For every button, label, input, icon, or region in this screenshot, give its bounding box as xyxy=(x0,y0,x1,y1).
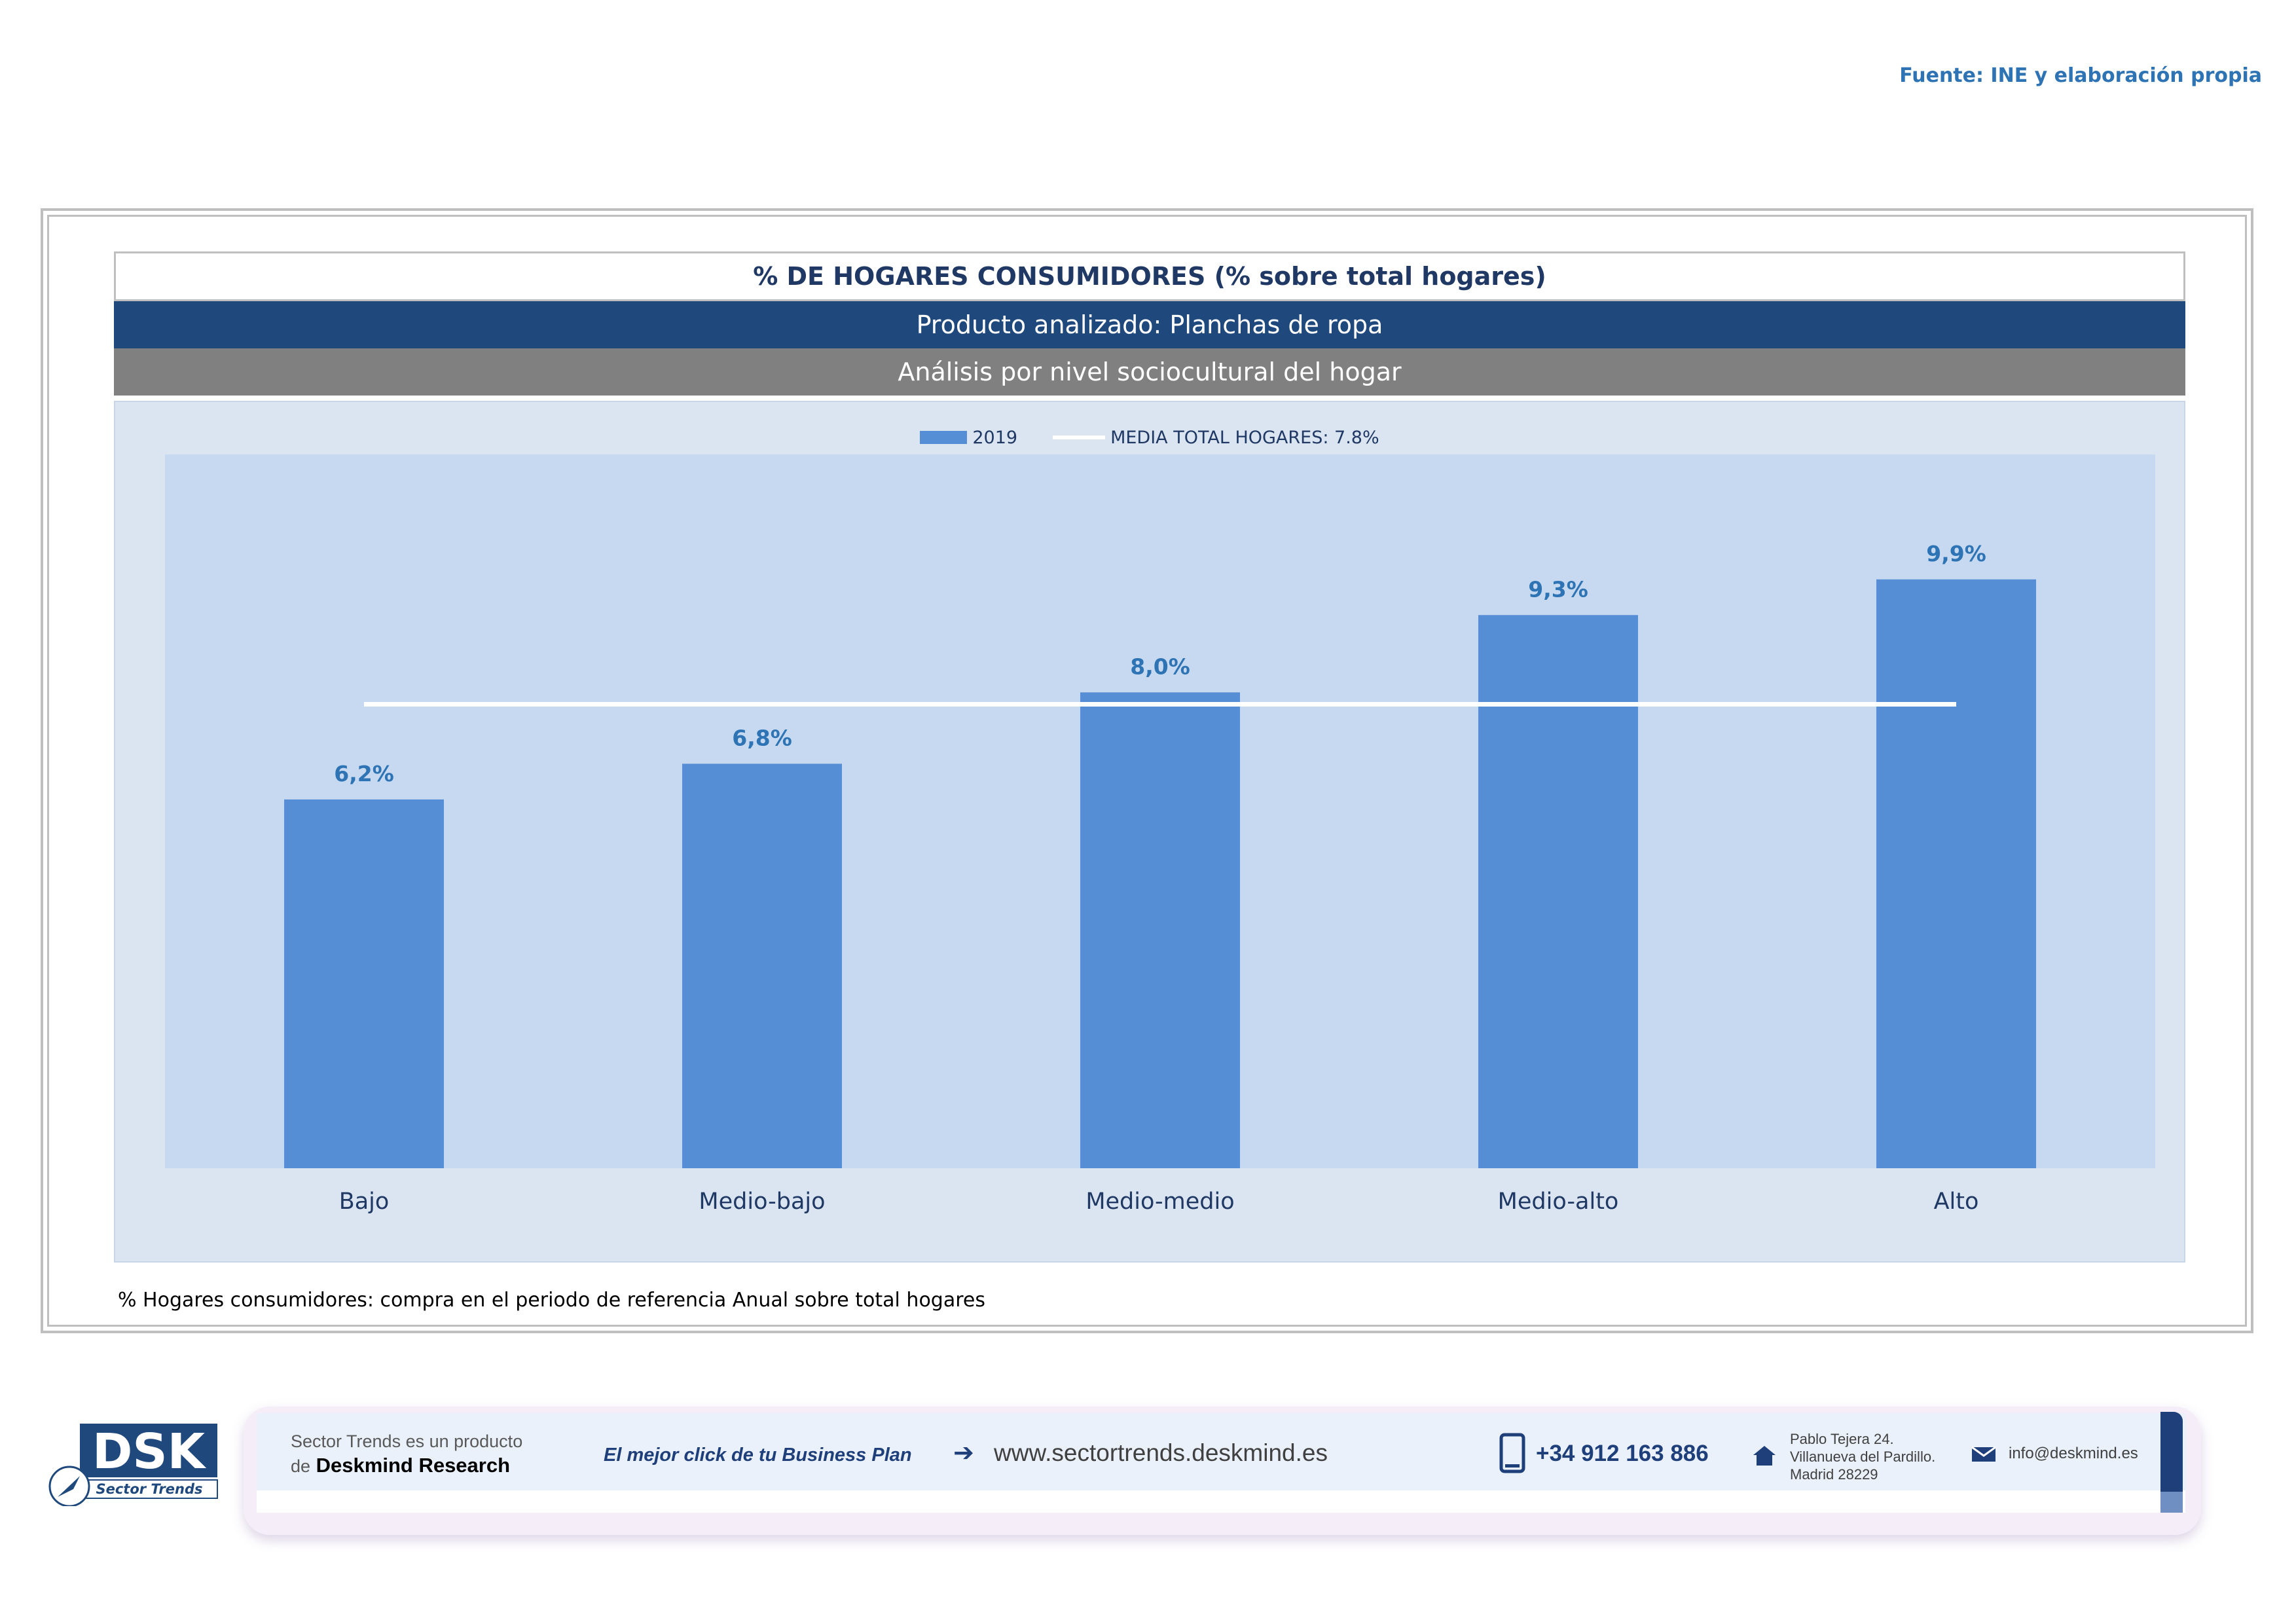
legend-line-label: MEDIA TOTAL HOGARES: 7.8% xyxy=(1110,427,1379,448)
chart-title: % DE HOGARES CONSUMIDORES (% sobre total… xyxy=(114,251,2185,301)
phone-icon xyxy=(1499,1433,1525,1473)
home-icon xyxy=(1753,1446,1776,1466)
data-label-medio-alto: 9,3% xyxy=(1528,576,1588,602)
footer-email[interactable]: info@deskmind.es xyxy=(2009,1445,2138,1462)
report-frame-inner xyxy=(47,215,2247,1327)
bar-bajo xyxy=(284,799,444,1168)
data-label-medio-medio: 8,0% xyxy=(1130,654,1190,679)
x-tick-bajo: Bajo xyxy=(339,1189,390,1215)
footer-phone[interactable]: +34 912 163 886 xyxy=(1536,1441,1709,1466)
svg-text:DSK: DSK xyxy=(92,1424,207,1480)
x-tick-medio-bajo: Medio-bajo xyxy=(699,1189,825,1215)
x-tick-medio-alto: Medio-alto xyxy=(1498,1189,1619,1215)
analysis-band: Análisis por nivel sociocultural del hog… xyxy=(114,348,2185,396)
footnote: % Hogares consumidores: compra en el per… xyxy=(118,1289,985,1312)
data-label-alto: 9,9% xyxy=(1926,541,1986,566)
footer-address-line-2: Villanueva del Pardillo. xyxy=(1790,1449,1936,1465)
x-tick-alto: Alto xyxy=(1934,1189,1979,1215)
footer-address-line-3: Madrid 28229 xyxy=(1790,1466,1878,1483)
footer-tagline-1: Sector Trends es un producto xyxy=(291,1431,523,1451)
product-band: Producto analizado: Planchas de ropa xyxy=(114,301,2185,348)
footer-tagline-prefix: de xyxy=(291,1456,311,1476)
bar-medio-alto xyxy=(1478,615,1638,1168)
footer-slogan: El mejor click de tu Business Plan xyxy=(604,1445,912,1466)
legend-line-swatch xyxy=(1053,435,1106,439)
source-note: Fuente: INE y elaboración propia xyxy=(1899,64,2262,87)
dsk-logo: DSK Sector Trends xyxy=(48,1424,218,1506)
x-tick-medio-medio: Medio-medio xyxy=(1085,1189,1234,1215)
chart-legend: 2019 MEDIA TOTAL HOGARES: 7.8% xyxy=(114,424,2185,451)
data-label-medio-bajo: 6,8% xyxy=(732,725,792,750)
report-frame-outer xyxy=(41,208,2253,1333)
mail-icon xyxy=(1971,1446,1996,1462)
footer-cap-low xyxy=(2160,1492,2183,1513)
svg-text:Sector Trends: Sector Trends xyxy=(96,1481,202,1497)
arrow-icon: ➔ xyxy=(953,1439,974,1467)
data-label-bajo: 6,2% xyxy=(334,761,394,786)
footer-address: Pablo Tejera 24. Villanueva del Pardillo… xyxy=(1790,1430,1935,1483)
bar-alto xyxy=(1876,579,2036,1168)
footer-tagline-2: de Deskmind Research xyxy=(291,1454,510,1477)
legend-bar-label: 2019 xyxy=(972,427,1018,448)
legend-item-2019: 2019 xyxy=(920,428,1017,448)
footer-inner-bottom xyxy=(257,1490,2185,1513)
footer-website[interactable]: www.sectortrends.deskmind.es xyxy=(994,1439,1328,1466)
legend-bar-swatch xyxy=(920,431,968,444)
footer-address-line-1: Pablo Tejera 24. xyxy=(1790,1431,1894,1447)
footer-brand: Deskmind Research xyxy=(316,1454,511,1477)
legend-item-media: MEDIA TOTAL HOGARES: 7.8% xyxy=(1053,428,1379,448)
bar-medio-medio xyxy=(1080,692,1240,1168)
bar-medio-bajo xyxy=(682,764,842,1168)
